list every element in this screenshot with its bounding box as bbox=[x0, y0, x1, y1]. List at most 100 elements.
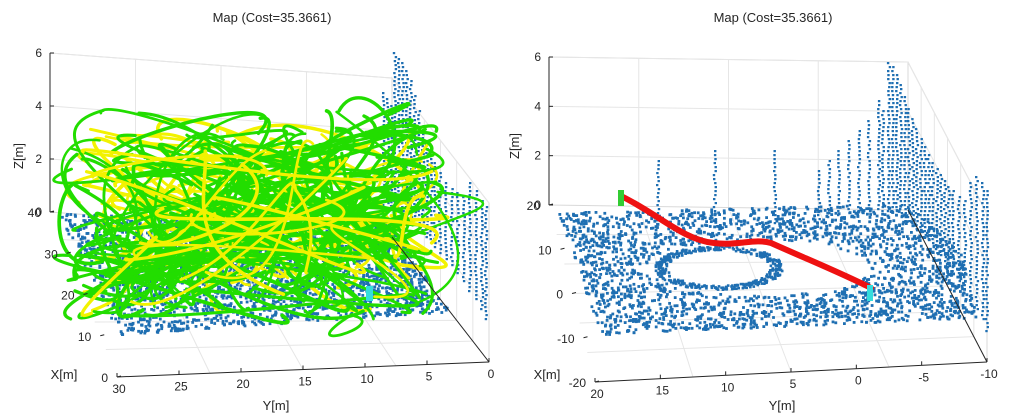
point bbox=[149, 231, 153, 235]
point bbox=[410, 92, 413, 95]
point bbox=[409, 262, 413, 265]
point bbox=[790, 224, 794, 228]
point bbox=[845, 318, 849, 322]
point bbox=[126, 305, 129, 309]
point bbox=[685, 307, 688, 311]
point bbox=[131, 322, 134, 326]
point bbox=[918, 251, 922, 254]
point bbox=[866, 258, 870, 262]
point bbox=[369, 300, 372, 303]
point bbox=[610, 295, 614, 299]
point bbox=[325, 306, 329, 310]
point bbox=[152, 316, 155, 319]
point bbox=[136, 297, 140, 301]
point bbox=[394, 168, 398, 171]
point bbox=[405, 70, 408, 73]
point bbox=[895, 243, 899, 247]
point bbox=[412, 107, 416, 110]
point bbox=[401, 90, 404, 93]
point bbox=[119, 330, 123, 333]
point bbox=[186, 320, 190, 324]
point bbox=[405, 122, 408, 125]
point bbox=[698, 299, 701, 302]
point bbox=[406, 283, 409, 287]
point bbox=[778, 224, 782, 227]
point bbox=[895, 267, 899, 270]
point bbox=[306, 305, 310, 308]
point bbox=[182, 273, 186, 276]
grid-line bbox=[556, 234, 922, 236]
point bbox=[882, 230, 886, 234]
point bbox=[88, 247, 92, 250]
point bbox=[763, 229, 767, 233]
point bbox=[405, 98, 409, 101]
point bbox=[888, 219, 892, 223]
point bbox=[636, 299, 640, 302]
point bbox=[215, 314, 219, 318]
point bbox=[703, 216, 707, 220]
point bbox=[467, 202, 471, 205]
point bbox=[408, 116, 412, 119]
point bbox=[722, 307, 726, 311]
point bbox=[274, 284, 278, 288]
point bbox=[849, 236, 853, 240]
point bbox=[344, 281, 348, 285]
point bbox=[143, 298, 147, 302]
point bbox=[358, 269, 362, 272]
point bbox=[484, 214, 487, 217]
point bbox=[172, 323, 176, 327]
point bbox=[390, 169, 393, 172]
point bbox=[826, 318, 829, 322]
point bbox=[912, 262, 916, 266]
point bbox=[413, 187, 416, 190]
point bbox=[402, 267, 405, 271]
point bbox=[110, 214, 113, 218]
point bbox=[122, 283, 125, 286]
point bbox=[834, 305, 838, 309]
point bbox=[959, 274, 962, 278]
point bbox=[617, 300, 621, 304]
point bbox=[959, 290, 962, 293]
point bbox=[699, 306, 703, 310]
point bbox=[332, 293, 335, 296]
point bbox=[456, 240, 460, 243]
point bbox=[762, 312, 766, 315]
point bbox=[824, 315, 828, 319]
point bbox=[606, 291, 609, 295]
point bbox=[172, 310, 176, 314]
point bbox=[906, 314, 910, 318]
point bbox=[404, 90, 408, 93]
point bbox=[409, 104, 412, 107]
point bbox=[638, 225, 642, 229]
point bbox=[630, 275, 633, 279]
point bbox=[405, 186, 409, 189]
point bbox=[474, 202, 478, 205]
point bbox=[879, 243, 882, 247]
point bbox=[481, 212, 484, 215]
point bbox=[169, 329, 173, 333]
point bbox=[225, 319, 228, 323]
point bbox=[408, 112, 412, 115]
point bbox=[430, 162, 433, 165]
point bbox=[463, 264, 466, 267]
point bbox=[579, 230, 582, 233]
point bbox=[202, 310, 206, 313]
point bbox=[889, 311, 893, 315]
point bbox=[264, 282, 267, 285]
point bbox=[410, 156, 413, 159]
point bbox=[861, 241, 865, 245]
point bbox=[905, 214, 909, 217]
point bbox=[375, 278, 379, 281]
point bbox=[841, 296, 845, 300]
point bbox=[749, 320, 753, 324]
point bbox=[885, 247, 889, 250]
point bbox=[405, 74, 408, 77]
point bbox=[451, 252, 454, 255]
point bbox=[433, 246, 437, 249]
point bbox=[265, 315, 269, 319]
point bbox=[376, 287, 380, 291]
point bbox=[91, 234, 95, 237]
point bbox=[142, 317, 146, 321]
point bbox=[739, 235, 743, 239]
point bbox=[885, 252, 889, 256]
